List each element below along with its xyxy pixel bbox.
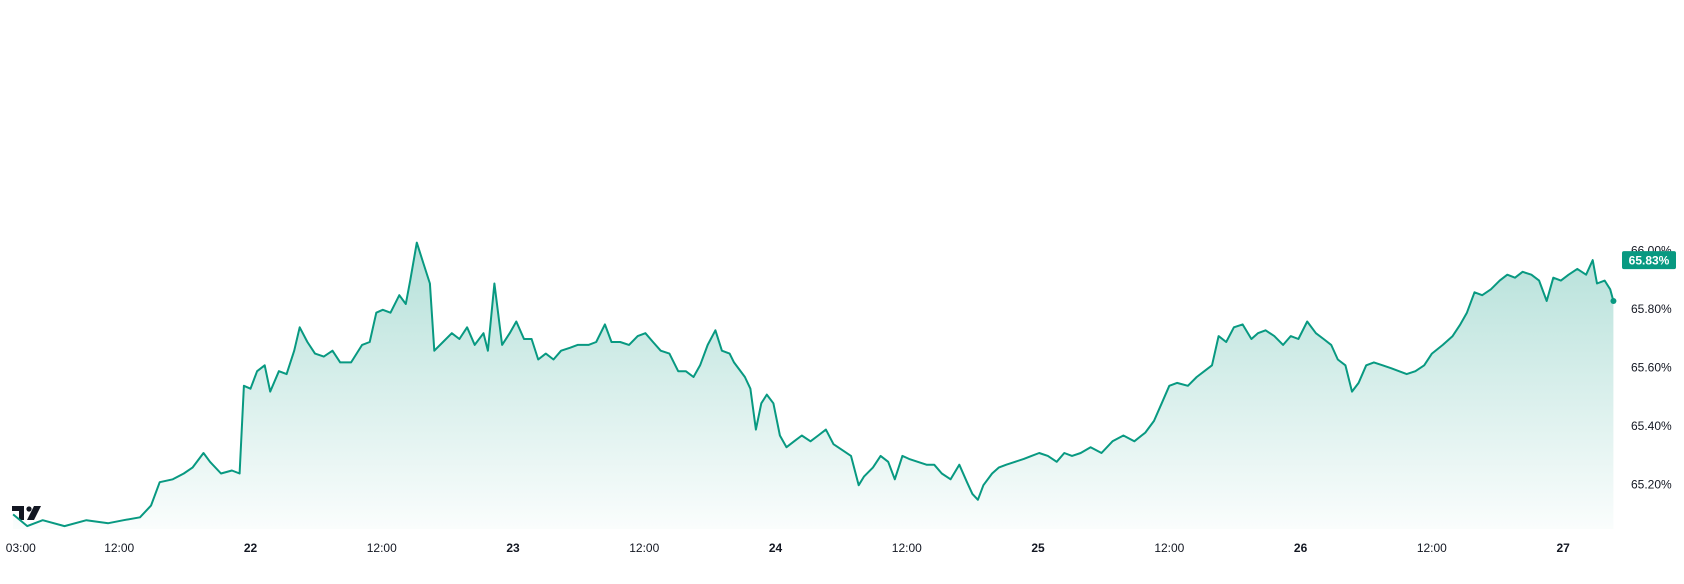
y-tick-label: 65.40% <box>1631 419 1672 433</box>
y-tick-label: 65.60% <box>1631 360 1672 374</box>
y-tick-label: 65.20% <box>1631 477 1672 491</box>
x-tick-label: 12:00 <box>1417 541 1447 555</box>
x-tick-label: 12:00 <box>629 541 659 555</box>
x-tick-label: 26 <box>1294 541 1308 555</box>
price-label: 65.83% <box>1629 253 1670 267</box>
area-fill <box>13 242 1614 529</box>
x-tick-label: 12:00 <box>892 541 922 555</box>
x-tick-label: 03:00 <box>6 541 36 555</box>
logo[interactable] <box>12 506 41 520</box>
x-tick-label: 12:00 <box>104 541 134 555</box>
line <box>12 241 1615 528</box>
x-tick-label: 27 <box>1556 541 1570 555</box>
x-tick-label: 23 <box>506 541 520 555</box>
price-label-bg <box>1622 251 1676 270</box>
last-point <box>1610 298 1617 305</box>
x-tick-label: 12:00 <box>367 541 397 555</box>
x-tick-label: 25 <box>1031 541 1045 555</box>
y-tick-label: 65.80% <box>1631 302 1672 316</box>
x-tick-label: 22 <box>244 541 258 555</box>
x-tick-label: 12:00 <box>1154 541 1184 555</box>
x-tick-label: 24 <box>769 541 783 555</box>
